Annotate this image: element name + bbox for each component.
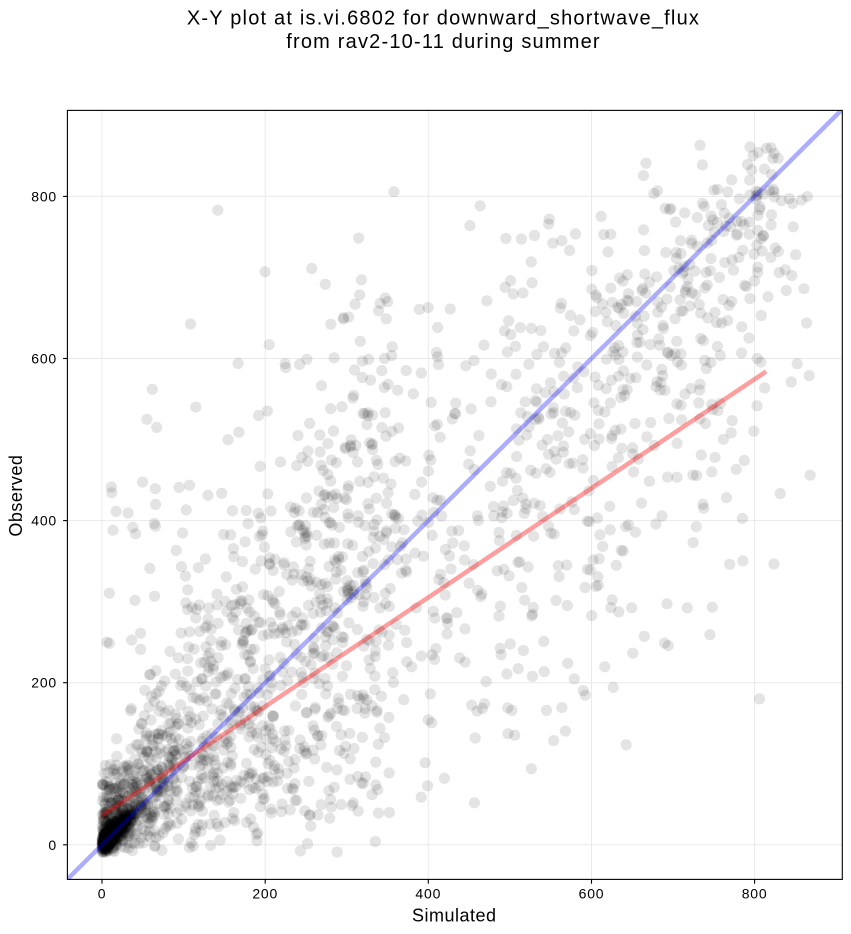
svg-text:400: 400 bbox=[31, 513, 57, 529]
svg-text:800: 800 bbox=[31, 188, 57, 204]
svg-text:Simulated: Simulated bbox=[412, 906, 497, 926]
svg-text:600: 600 bbox=[31, 351, 57, 367]
svg-text:X-Y plot at is.vi.6802 for dow: X-Y plot at is.vi.6802 for downward_shor… bbox=[187, 8, 700, 30]
svg-text:Observed: Observed bbox=[6, 455, 26, 537]
svg-text:600: 600 bbox=[579, 886, 605, 902]
svg-text:400: 400 bbox=[415, 886, 441, 902]
svg-text:200: 200 bbox=[31, 675, 57, 691]
svg-text:0: 0 bbox=[48, 837, 57, 853]
svg-text:800: 800 bbox=[742, 886, 768, 902]
svg-text:from rav2-10-11 during summer: from rav2-10-11 during summer bbox=[286, 31, 601, 53]
svg-text:0: 0 bbox=[98, 886, 107, 902]
svg-text:200: 200 bbox=[252, 886, 278, 902]
